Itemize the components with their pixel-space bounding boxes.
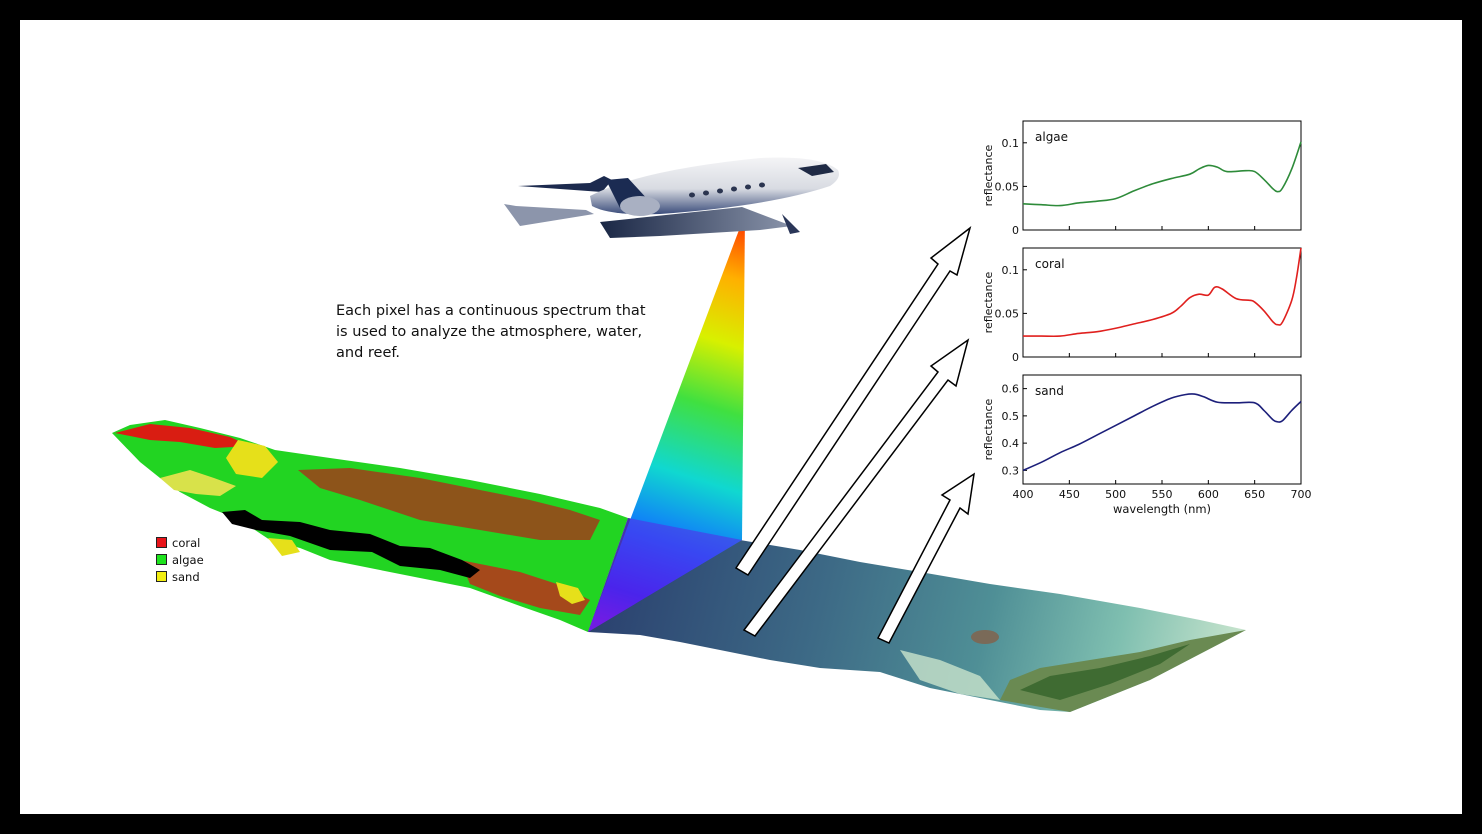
x-tick-label: 700 (1291, 488, 1312, 501)
arrow-to-algae (734, 226, 972, 577)
y-tick-label: 0 (1012, 224, 1019, 237)
chart-frame (1022, 120, 1302, 231)
y-axis-label: reflectance (982, 271, 995, 333)
x-tick-label: 650 (1244, 488, 1265, 501)
y-tick-label: 0.1 (1002, 137, 1020, 150)
arrows (734, 226, 975, 644)
legend-item-coral: coral (156, 534, 204, 551)
airplane-window (703, 190, 709, 196)
airplane-window (745, 184, 751, 190)
chart-annotation: sand (1035, 384, 1064, 398)
y-tick-label: 0.1 (1002, 264, 1020, 277)
y-tick-label: 0.5 (1002, 410, 1020, 423)
airplane-window (759, 182, 765, 188)
x-tick-label: 500 (1105, 488, 1126, 501)
y-axis-label: reflectance (982, 398, 995, 460)
legend-label-coral: coral (172, 535, 201, 550)
caption-text: Each pixel has a continuous spectrum tha… (336, 303, 646, 361)
legend-swatch-coral (156, 537, 167, 548)
y-tick-label: 0.05 (995, 307, 1020, 320)
legend-item-algae: algae (156, 551, 204, 568)
y-tick-label: 0.3 (1002, 464, 1020, 477)
legend-swatch-sand (156, 571, 167, 582)
chart-annotation: algae (1035, 130, 1068, 144)
legend: coral algae sand (156, 534, 204, 585)
legend-swatch-algae (156, 554, 167, 565)
classified-reef-map (112, 420, 628, 632)
y-tick-label: 0 (1012, 351, 1019, 364)
chart-frame (1022, 374, 1302, 485)
y-tick-label: 0.05 (995, 180, 1020, 193)
airplane-windows (689, 182, 765, 198)
x-tick-label: 550 (1152, 488, 1173, 501)
y-tick-label: 0.4 (1002, 437, 1020, 450)
spectrum-line-sand (1022, 393, 1302, 472)
spectrum-line-algae (1022, 141, 1302, 207)
airplane-window (731, 186, 737, 192)
arrow-to-sand (876, 472, 975, 644)
legend-label-algae: algae (172, 552, 204, 567)
chart-algae: 0 0.05 0.1 reflectance algae (982, 120, 1302, 237)
chart-annotation: coral (1035, 257, 1065, 271)
y-axis-label: reflectance (982, 144, 995, 206)
chart-frame (1022, 247, 1302, 358)
airplane-window (689, 192, 695, 198)
beam-footprint (588, 518, 742, 632)
x-axis-label: wavelength (nm) (1113, 502, 1211, 516)
chart-sand: 0.3 0.4 0.5 0.6 400 450 500 550 600 650 700 reflect… (982, 374, 1312, 516)
x-tick-label: 600 (1198, 488, 1219, 501)
x-tick-label: 400 (1013, 488, 1034, 501)
y-tick-label: 0.6 (1002, 383, 1020, 396)
spectra-charts: 0 0.05 0.1 reflectance algae 0 0.05 0.1 reflecta… (982, 120, 1312, 516)
legend-label-sand: sand (172, 569, 200, 584)
x-tick-label: 450 (1059, 488, 1080, 501)
airplane (504, 157, 839, 238)
arrow-to-coral (742, 338, 970, 637)
legend-item-sand: sand (156, 568, 204, 585)
chart-coral: 0 0.05 0.1 reflectance coral (982, 247, 1302, 364)
spectrum-line-coral (1023, 247, 1302, 338)
airplane-window (717, 188, 723, 194)
